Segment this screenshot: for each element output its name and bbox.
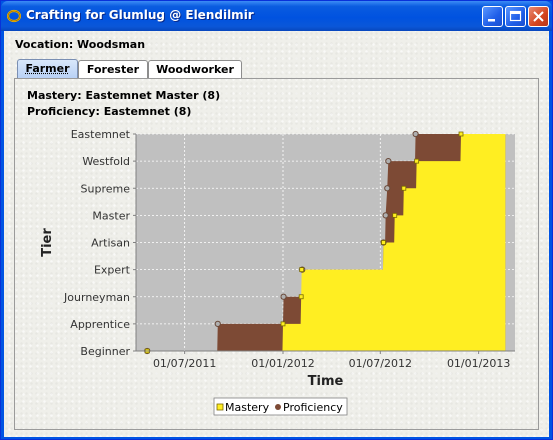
legend-mastery-swatch — [216, 403, 224, 411]
maximize-icon — [509, 10, 522, 22]
proficiency-point — [412, 130, 419, 138]
proficiency-point — [385, 158, 392, 165]
y-tick-label: Eastemnet — [71, 128, 131, 141]
window-title: Crafting for Glumlug @ Elendilmir — [26, 8, 254, 22]
mastery-point — [299, 267, 305, 273]
y-tick-label: Westfold — [82, 155, 130, 168]
close-button[interactable] — [528, 6, 549, 27]
mastery-point — [414, 158, 420, 164]
crafting-progress-chart: Beginner Apprentice Journeyman Expert Artisa… — [40, 128, 515, 416]
minimize-icon — [488, 19, 495, 22]
proficiency-point — [382, 212, 389, 219]
tab-farmer[interactable]: Farmer — [17, 59, 78, 79]
mastery-point — [401, 185, 407, 191]
x-tick-label: 01/01/2012 — [251, 357, 314, 370]
vocation-label: Vocation: Woodsman — [15, 38, 146, 51]
legend-proficiency-swatch — [275, 404, 281, 410]
app-ring-icon — [7, 9, 21, 23]
mastery-point — [392, 212, 398, 218]
legend-proficiency-label: Proficiency — [283, 401, 343, 414]
window-client-area: Vocation: Woodsman Farmer Forester Woodw… — [4, 31, 549, 437]
mastery-series-area — [147, 134, 506, 351]
mastery-point — [298, 294, 304, 300]
y-tick-label: Supreme — [81, 182, 131, 195]
x-tick-label: 01/07/2012 — [349, 357, 412, 370]
proficiency-summary: Proficiency: Eastemnet (8) — [27, 105, 192, 118]
x-axis-title: Time — [308, 374, 344, 389]
close-icon — [533, 11, 544, 22]
y-axis-title: Tier — [40, 228, 55, 257]
mastery-point — [280, 321, 286, 327]
legend-mastery-label: Mastery — [225, 401, 270, 414]
y-tick-label: Beginner — [80, 345, 130, 358]
tab-woodworker[interactable]: Woodworker — [148, 60, 242, 78]
mastery-summary: Mastery: Eastemnet Master (8) — [27, 89, 221, 102]
title-bar[interactable]: Crafting for Glumlug @ Elendilmir — [1, 1, 552, 31]
proficiency-point — [384, 185, 391, 192]
chart-legend: Mastery Proficiency — [213, 397, 348, 416]
proficiency-point — [280, 293, 287, 300]
y-tick-label: Apprentice — [70, 318, 130, 331]
x-tick-label: 01/01/2013 — [447, 357, 510, 370]
y-tick-label: Master — [92, 209, 130, 222]
y-tick-label: Expert — [94, 264, 131, 277]
x-tick-label: 01/07/2011 — [153, 357, 216, 370]
proficiency-point — [214, 320, 221, 327]
farmer-tab-panel — [14, 78, 539, 430]
tab-forester[interactable]: Forester — [78, 60, 148, 78]
maximize-button[interactable] — [505, 6, 526, 27]
y-tick-label: Journeyman — [63, 291, 130, 304]
y-tick-label: Artisan — [91, 237, 130, 250]
mastery-point — [458, 131, 464, 137]
mastery-point — [381, 240, 386, 245]
minimize-button[interactable] — [482, 6, 503, 27]
